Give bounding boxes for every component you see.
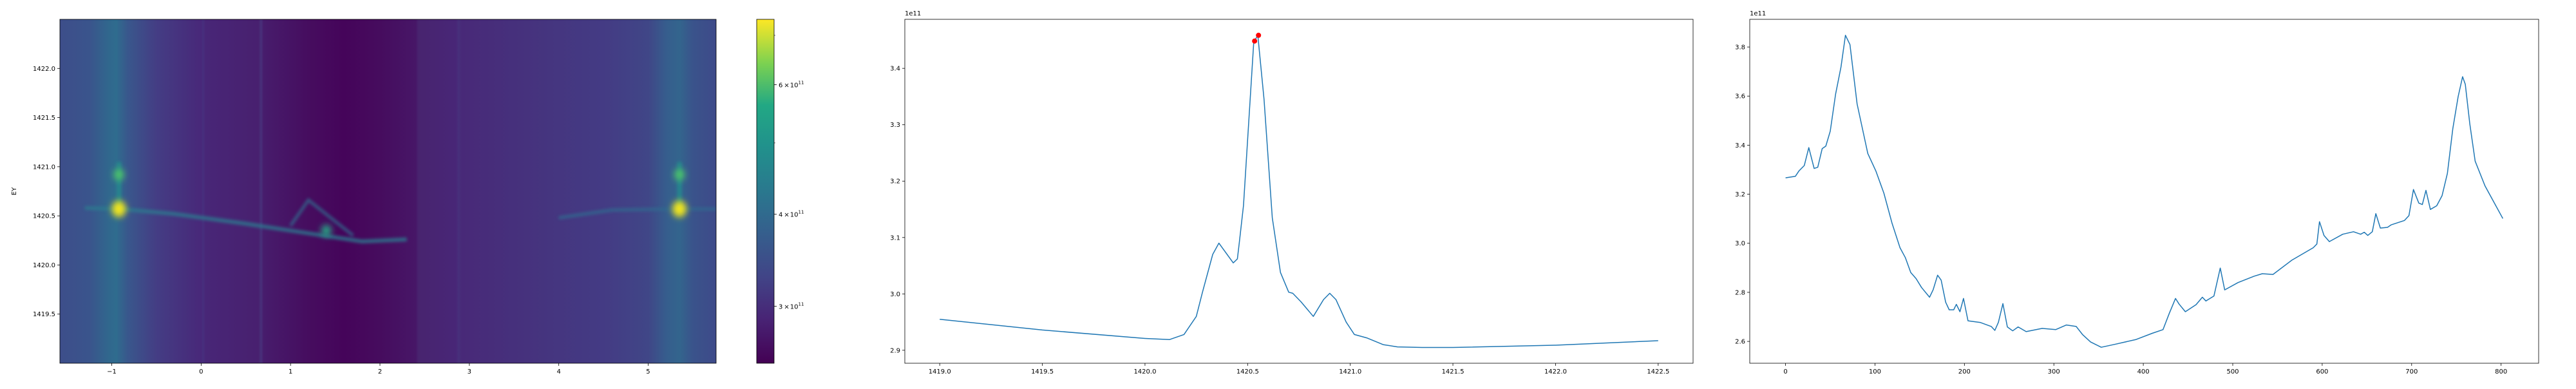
axis-offset-label: 1e11 [905, 10, 921, 17]
tick-exponent: 11 [799, 210, 804, 215]
x-tick-label: 100 [1869, 368, 1881, 375]
x-tick-label: 800 [2495, 368, 2507, 375]
y-tick-label: 3.4 [890, 66, 900, 73]
x-tick-label: 600 [2316, 368, 2328, 375]
x-tick-label: −1 [107, 368, 117, 375]
heatmap-feature-bright-spot [672, 200, 687, 218]
y-tick-label: 3.2 [1735, 191, 1745, 198]
y-tick-label: 1421.5 [33, 115, 55, 122]
tick-mantissa: 4 [779, 212, 782, 219]
axis-offset-label: 1e11 [1750, 10, 1766, 17]
tick-base: 10 [790, 303, 799, 310]
x-tick-label: 1419.5 [1031, 368, 1054, 375]
heatmap-panel: −1 0 1 2 3 4 5 1419.5 1420.0 1420.5 1421.0 1421.5 14… [11, 19, 717, 375]
tick-exponent: 11 [799, 80, 804, 85]
data-series-line [940, 35, 1658, 348]
y-tick-label: 2.8 [1735, 289, 1745, 296]
tick-exponent: 11 [799, 301, 804, 307]
y-tick-label: 3.6 [1735, 93, 1745, 100]
y-tick-label: 3.0 [890, 291, 900, 298]
x-tick-label: 1420.0 [1133, 368, 1156, 375]
y-tick-label: 1421.0 [33, 164, 55, 171]
heatmap-background [60, 19, 716, 363]
x-tick-label: 500 [2226, 368, 2239, 375]
y-tick-label: 3.4 [1735, 142, 1745, 149]
data-series-line [1785, 35, 2504, 348]
heatmap-feature-spot [321, 224, 332, 237]
y-tick-label: 2.9 [890, 347, 900, 354]
tick-mantissa: 3 [779, 303, 782, 310]
x-tick-label: 300 [2048, 368, 2060, 375]
x-tick-label: 1419.0 [929, 368, 951, 375]
x-tick-label: 0 [1783, 368, 1787, 375]
heatmap-feature-bright-spot [111, 200, 126, 218]
heatmap-feature-spot [674, 168, 685, 181]
line-chart-index-profile: 0 100 200 300 400 500 600 700 800 2.6 2.8 3.0 3.2 3.4… [1735, 10, 2539, 375]
x-tick-label: 2 [378, 368, 382, 375]
tick-times: × [784, 303, 789, 310]
colorbar-gradient [756, 19, 775, 364]
x-tick-label: 1421.0 [1339, 368, 1361, 375]
peak-marker [1256, 32, 1262, 38]
y-tick-label: 1420.5 [33, 213, 55, 220]
tick-times: × [784, 212, 789, 219]
axes-frame [904, 19, 1694, 364]
heatmap-spots [111, 168, 687, 237]
x-tick-label: 400 [2137, 368, 2150, 375]
tick-mantissa: 6 [779, 82, 782, 89]
y-tick-label: 3.0 [1735, 240, 1745, 247]
x-tick-label: 1421.5 [1442, 368, 1464, 375]
x-tick-label: 0 [199, 368, 203, 375]
tick-base: 10 [790, 212, 799, 219]
tick-base: 10 [790, 82, 799, 89]
colorbar-tick-label: 3 ×1011 [779, 301, 804, 310]
colorbar-tick-label: 6 ×1011 [779, 80, 804, 89]
y-tick-label: 3.8 [1735, 44, 1745, 52]
peak-marker [1252, 38, 1258, 44]
x-tick-label: 1420.5 [1236, 368, 1259, 375]
heatmap-image [60, 19, 716, 363]
x-tick-label: 5 [646, 368, 650, 375]
y-axis-label: EY [11, 187, 18, 195]
y-tick-label: 1422.0 [33, 66, 55, 73]
axes-frame [1749, 19, 2539, 364]
heatmap-ridge [289, 198, 354, 237]
x-tick-label: 700 [2405, 368, 2418, 375]
heatmap-feature-spot [113, 168, 124, 181]
y-tick-label: 3.1 [890, 234, 900, 242]
x-tick-label: 4 [556, 368, 560, 375]
tick-times: × [784, 82, 789, 89]
axes-frame [59, 19, 717, 364]
y-tick-label: 1420.0 [33, 262, 55, 269]
y-tick-label: 2.6 [1735, 339, 1745, 346]
y-tick-label: 3.2 [890, 178, 900, 185]
y-tick-label: 3.3 [890, 122, 900, 129]
x-tick-label: 3 [468, 368, 471, 375]
y-tick-label: 1419.5 [33, 311, 55, 318]
colorbar-tick-label: 4 ×1011 [779, 210, 804, 219]
heatmap-ridge [558, 207, 716, 220]
line-chart-energy-profile: 1419.0 1419.5 1420.0 1420.5 1421.0 1421.5 1422… [890, 10, 1694, 375]
x-tick-label: 1 [289, 368, 292, 375]
x-tick-label: 1422.0 [1544, 368, 1567, 375]
x-tick-label: 1422.5 [1647, 368, 1669, 375]
x-tick-label: 200 [1958, 368, 1971, 375]
